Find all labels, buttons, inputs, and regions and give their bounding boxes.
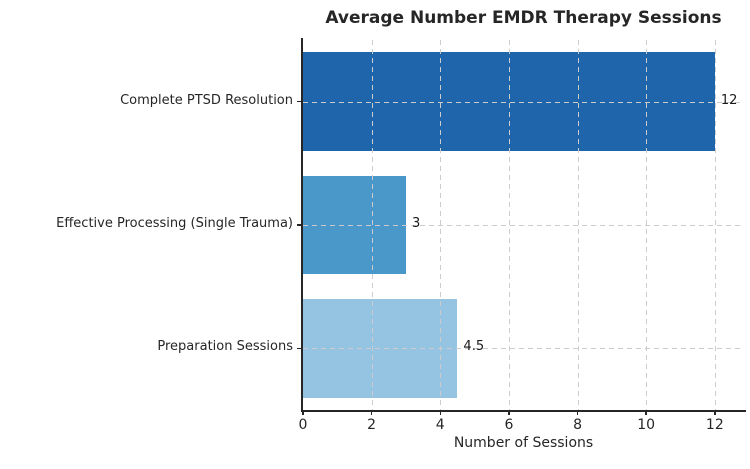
x-tick-6 <box>508 410 510 415</box>
x-tick-12 <box>714 410 716 415</box>
x-gridline-8 <box>577 40 579 410</box>
value-label-2: 4.5 <box>463 339 485 355</box>
y-tick-1 <box>297 224 302 226</box>
x-tick-4 <box>439 410 442 415</box>
y-gridline-1 <box>303 225 744 226</box>
x-axis-spine <box>301 410 747 412</box>
x-gridline-6 <box>508 40 510 410</box>
y-tick-label-1: Effective Processing (Single Trauma) <box>56 216 293 231</box>
x-tick-label-12: 12 <box>705 417 724 433</box>
value-label-0: 12 <box>720 92 738 108</box>
x-gridline-10 <box>646 40 648 410</box>
x-axis-label: Number of Sessions <box>453 435 594 451</box>
y-axis-spine <box>301 38 303 412</box>
x-gridline-12 <box>714 40 716 410</box>
x-tick-label-0: 0 <box>298 417 308 433</box>
x-gridline-2 <box>371 40 373 410</box>
x-gridline-4 <box>440 40 442 410</box>
x-tick-label-2: 2 <box>367 417 377 433</box>
y-gridline-0 <box>303 101 744 103</box>
y-tick-0 <box>297 100 302 103</box>
x-tick-label-10: 10 <box>637 417 656 433</box>
bar-1 <box>303 175 406 275</box>
x-tick-2 <box>370 410 373 415</box>
x-tick-label-6: 6 <box>504 417 514 433</box>
chart-title: Average Number EMDR Therapy Sessions <box>325 8 722 28</box>
y-tick-2 <box>297 347 302 350</box>
x-tick-10 <box>645 410 647 415</box>
value-label-1: 3 <box>411 216 421 231</box>
y-gridline-2 <box>303 348 744 350</box>
x-tick-label-4: 4 <box>435 417 445 433</box>
x-tick-0 <box>302 410 304 415</box>
x-tick-label-8: 8 <box>573 417 582 433</box>
x-tick-8 <box>576 410 579 415</box>
y-tick-label-2: Preparation Sessions <box>157 339 293 355</box>
y-tick-label-0: Complete PTSD Resolution <box>120 92 293 108</box>
